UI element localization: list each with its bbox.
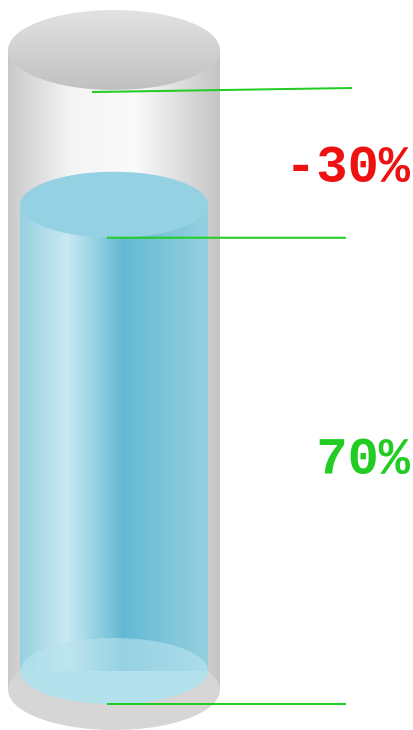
empty-label: -30% xyxy=(285,139,411,198)
top-marker xyxy=(91,87,353,93)
liquid-bottom-rim xyxy=(20,638,208,704)
filled-label: 70% xyxy=(316,431,410,490)
tank-fill xyxy=(20,171,208,704)
tank-top xyxy=(8,10,220,90)
liquid-top xyxy=(20,171,208,238)
liquid xyxy=(20,204,208,672)
